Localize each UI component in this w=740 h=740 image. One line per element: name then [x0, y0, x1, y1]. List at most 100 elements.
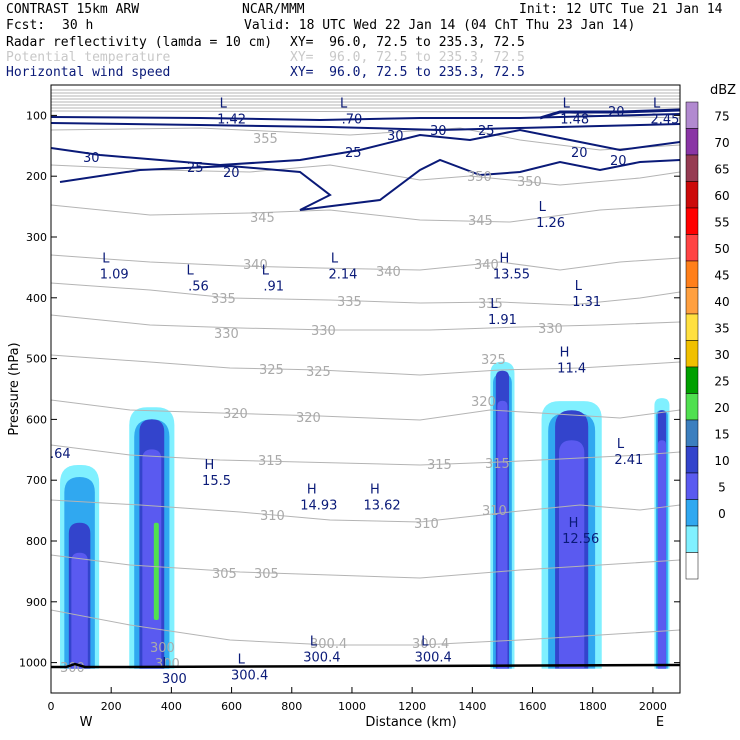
extremum-value: 1.26 — [536, 216, 565, 231]
theta-contour — [51, 110, 680, 119]
extremum-kind: L — [186, 264, 194, 279]
theta-label: 315 — [258, 454, 283, 469]
theta-label: 305 — [254, 567, 279, 582]
colorbar-swatch — [685, 472, 699, 500]
theta-label: .64 — [50, 447, 71, 462]
colorbar-swatch — [685, 499, 699, 527]
theta-contour — [51, 354, 680, 376]
theta-label: 300 — [60, 661, 85, 676]
colorbar-level: 0 — [718, 507, 726, 521]
theta-label: 350 — [517, 175, 542, 190]
wind-labels: 30 30 30 25 25 25 20 20 20 20 — [83, 105, 627, 181]
model-title: CONTRAST 15km ARW — [6, 2, 140, 17]
theta-contour — [51, 164, 680, 186]
x-tick-label: 800 — [281, 700, 302, 713]
reflectivity-cell — [497, 400, 508, 669]
theta-label: 300.4 — [412, 637, 449, 652]
theta-label: 345 — [250, 211, 275, 226]
extremum-value: 14.93 — [300, 498, 337, 513]
extremum-value: 13.62 — [363, 498, 400, 513]
field-theta-xy: XY= 96.0, 72.5 to 235.3, 72.5 — [290, 50, 525, 65]
wind-label: 20 — [571, 146, 588, 161]
colorbar-swatch — [685, 393, 699, 421]
extremum-value: 300.4 — [303, 650, 340, 665]
wind-label: 25 — [478, 124, 495, 139]
colorbar-level: 15 — [714, 428, 729, 442]
theta-label: 325 — [259, 363, 284, 378]
y-tick-label: 900 — [26, 596, 47, 609]
theta-label: 330 — [311, 324, 336, 339]
colorbar-swatch — [685, 419, 699, 447]
colorbar-level: 20 — [714, 401, 729, 415]
extremum-value: 1.91 — [488, 313, 517, 328]
east-label: E — [656, 715, 664, 730]
extremum-kind: L — [220, 96, 228, 111]
wind-contour — [539, 108, 680, 120]
wind-contour — [51, 122, 680, 132]
wind-contours — [51, 108, 680, 211]
y-tick-label: 700 — [26, 474, 47, 487]
colorbar-level: 40 — [714, 295, 729, 309]
field-theta-name: Potential temperature — [6, 50, 171, 65]
colorbar-level: 5 — [718, 481, 726, 495]
theta-label: 310 — [414, 517, 439, 532]
extremum-kind: H — [499, 251, 509, 266]
extremum-kind: L — [162, 656, 170, 671]
theta-label: 320 — [471, 395, 496, 410]
extremum-value: 300.4 — [231, 669, 268, 684]
colorbar-swatch — [685, 446, 699, 474]
theta-label: 350 — [467, 170, 492, 185]
field-reflectivity-name: Radar reflectivity (lamda = 10 cm) — [6, 35, 273, 50]
extremum-value: 15.5 — [202, 474, 231, 489]
colorbar-level: 60 — [714, 189, 729, 203]
extremum-kind: H — [205, 458, 215, 473]
plot-frame — [50, 84, 681, 694]
y-axis-label: Pressure (hPa) — [7, 342, 22, 435]
colorbar-level: 65 — [714, 163, 729, 177]
extremum-value: .56 — [188, 280, 209, 295]
theta-label: 345 — [468, 214, 493, 229]
theta-label: 335 — [211, 292, 236, 307]
colorbar-unit: dBZ — [710, 83, 736, 98]
wind-label: 25 — [345, 146, 362, 161]
colorbar-level: 10 — [714, 454, 729, 468]
extremum-value: .91 — [263, 280, 284, 295]
wind-label: 20 — [610, 154, 627, 169]
y-tick-label: 100 — [26, 109, 47, 122]
colorbar-level: 45 — [714, 269, 729, 283]
theta-label: 325 — [481, 353, 506, 368]
extremum-kind: H — [560, 346, 570, 361]
colorbar-swatch — [685, 101, 699, 129]
colorbar-level: 55 — [714, 216, 729, 230]
extremum-kind: H — [307, 482, 317, 497]
extremum-kind: L — [238, 653, 246, 668]
extremum-value: 11.4 — [557, 362, 586, 377]
colorbar-level: 50 — [714, 242, 729, 256]
theta-label: 320 — [223, 407, 248, 422]
colorbar-swatch — [685, 525, 699, 553]
colorbar-swatch — [685, 181, 699, 209]
extremum-value: 300.4 — [415, 650, 452, 665]
x-tick-label: 0 — [48, 700, 55, 713]
x-tick-label: 600 — [221, 700, 242, 713]
extremum-kind: L — [617, 437, 625, 452]
theta-contour — [51, 204, 680, 223]
x-tick-label: 1400 — [458, 700, 486, 713]
y-tick-label: 400 — [26, 292, 47, 305]
colorbar-swatch — [685, 552, 699, 580]
wind-label: 25 — [187, 161, 204, 176]
x-tick-label: 400 — [161, 700, 182, 713]
extremum-kind: L — [340, 96, 348, 111]
extremum-value: 300 — [162, 672, 187, 687]
wind-label: 30 — [83, 151, 100, 166]
theta-label: 300.4 — [310, 637, 347, 652]
extremum-kind: L — [331, 251, 339, 266]
wind-label: 30 — [387, 129, 404, 144]
reflectivity-cells — [60, 361, 670, 669]
valid-time: Valid: 18 UTC Wed 22 Jan 14 (04 ChT Thu … — [244, 18, 636, 33]
colorbar-level: 70 — [714, 136, 729, 150]
theta-contour — [51, 254, 680, 271]
